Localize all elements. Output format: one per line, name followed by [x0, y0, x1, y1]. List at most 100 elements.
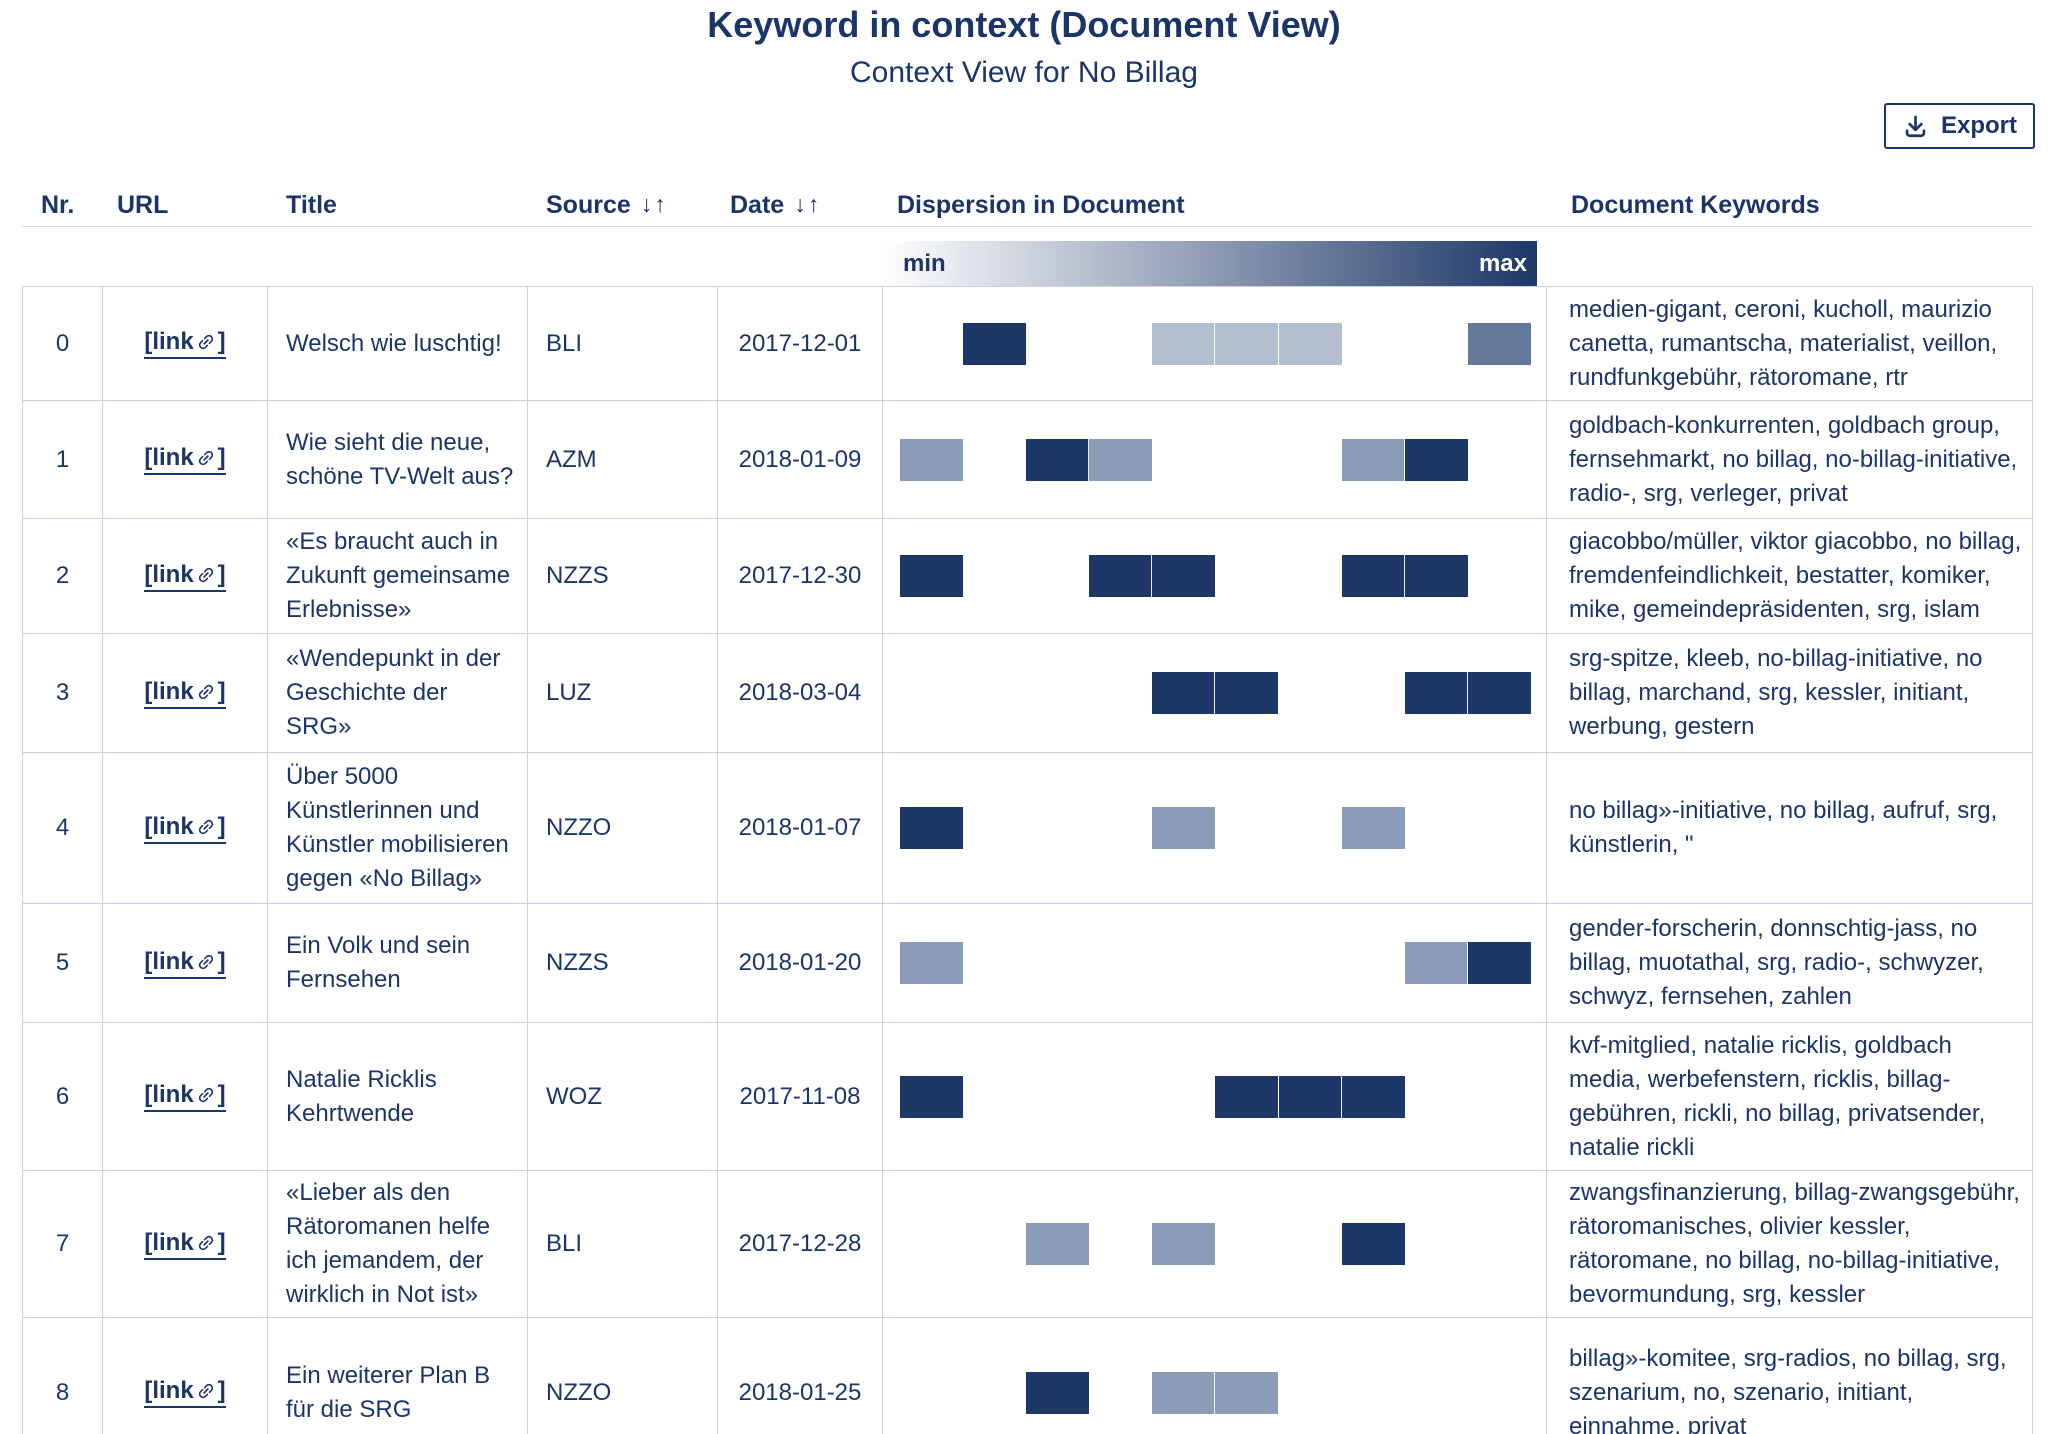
document-keywords: kvf-mitglied, natalie ricklis, goldbach … [1547, 1023, 2033, 1170]
dispersion-block [1278, 322, 1342, 365]
document-source: BLI [528, 287, 718, 400]
link-label-open: [link [144, 1228, 194, 1256]
document-source: BLI [528, 1171, 718, 1317]
document-title: Natalie Ricklis Kehrtwende [268, 1023, 528, 1170]
dispersion-cell [883, 287, 1547, 400]
link-icon [198, 684, 213, 699]
dispersion-block [1467, 672, 1531, 714]
document-link[interactable]: [link ] [144, 677, 226, 709]
dispersion-block [1152, 672, 1216, 714]
document-date: 2018-03-04 [718, 634, 883, 752]
export-button[interactable]: Export [1883, 103, 2035, 149]
link-label-open: [link [144, 444, 194, 471]
document-date: 2017-12-30 [718, 519, 883, 633]
column-header-date[interactable]: Date ↓↑ [718, 184, 883, 226]
row-number: 6 [22, 1023, 103, 1170]
row-number: 1 [22, 401, 103, 518]
column-header-keywords: Document Keywords [1571, 190, 1820, 219]
column-header-source[interactable]: Source ↓↑ [528, 184, 718, 226]
row-number: 7 [22, 1171, 103, 1317]
row-number: 5 [22, 904, 103, 1022]
dispersion-block [899, 1075, 963, 1118]
table-header-row: Nr. URL Title Source ↓↑ Date ↓↑ Dispersi… [22, 184, 2033, 226]
document-source: WOZ [528, 1023, 718, 1170]
document-title: «Es braucht auch in Zukunft gemeinsame E… [268, 519, 528, 633]
document-link[interactable]: [link ] [144, 444, 226, 475]
document-date: 2018-01-09 [718, 401, 883, 518]
document-source: AZM [528, 401, 718, 518]
document-link[interactable]: [link ] [144, 1228, 226, 1260]
link-label-open: [link [144, 1081, 194, 1108]
link-label-close: ] [217, 444, 226, 471]
dispersion-block [1467, 322, 1531, 365]
sort-icon[interactable]: ↓↑ [640, 190, 668, 217]
document-source: NZZO [528, 1318, 718, 1434]
document-date: 2018-01-25 [718, 1318, 883, 1434]
dispersion-block [1026, 438, 1090, 481]
document-title: Welsch wie luschtig! [268, 287, 528, 400]
link-label-open: [link [144, 1377, 194, 1404]
document-title: «Wendepunkt in der Geschichte der SRG» [268, 634, 528, 752]
dispersion-block [1152, 807, 1216, 849]
source-header-label: Source [546, 190, 631, 219]
dispersion-block [1341, 807, 1405, 849]
document-link[interactable]: [link ] [144, 812, 226, 844]
dispersion-block [1026, 1371, 1090, 1414]
column-header-title: Title [286, 190, 337, 219]
link-label-close: ] [217, 677, 226, 705]
document-title: Ein weiterer Plan B für die SRG [268, 1318, 528, 1434]
link-label-close: ] [217, 560, 226, 588]
link-icon [198, 819, 213, 834]
document-source: NZZS [528, 519, 718, 633]
link-label-close: ] [217, 1377, 226, 1404]
table-row: 8 [link ] Ein weiterer Plan B für die SR… [22, 1318, 2033, 1434]
legend-max-label: max [1478, 249, 1527, 277]
dispersion-block [1089, 438, 1153, 481]
document-keywords: gender-forscherin, donnschtig-jass, no b… [1547, 904, 2033, 1022]
dispersion-cell [883, 904, 1547, 1022]
document-date: 2018-01-07 [718, 753, 883, 903]
url-cell: [link ] [103, 753, 268, 903]
dispersion-block [1341, 1075, 1405, 1118]
link-label-open: [link [144, 812, 194, 840]
url-cell: [link ] [103, 1171, 268, 1317]
dispersion-block [1089, 555, 1153, 597]
export-label: Export [1940, 112, 2017, 139]
dispersion-block [1215, 672, 1279, 714]
dispersion-block [1152, 1223, 1216, 1265]
dispersion-block [1026, 1223, 1090, 1265]
link-label-open: [link [144, 328, 194, 355]
page-subtitle: Context View for No Billag [850, 56, 1198, 89]
date-header-label: Date [730, 190, 785, 219]
document-date: 2017-12-28 [718, 1171, 883, 1317]
url-cell: [link ] [103, 287, 268, 400]
document-link[interactable]: [link ] [144, 948, 226, 979]
document-source: NZZS [528, 904, 718, 1022]
link-label-open: [link [144, 677, 194, 705]
document-link[interactable]: [link ] [144, 1081, 226, 1112]
table-row: 4 [link ] Über 5000 Künstlerinnen und Kü… [22, 753, 2033, 904]
dispersion-cell [883, 519, 1547, 633]
dispersion-cell [883, 753, 1547, 903]
link-icon [198, 954, 213, 969]
document-keywords: billag»-komitee, srg-radios, no billag, … [1547, 1318, 2033, 1434]
column-header-url: URL [117, 190, 169, 219]
table-body: 0 [link ] Welsch wie luschtig! BLI 2017-… [22, 286, 2033, 1434]
dispersion-block [1152, 322, 1216, 365]
table-row: 0 [link ] Welsch wie luschtig! BLI 2017-… [22, 287, 2033, 401]
document-link[interactable]: [link ] [144, 1377, 226, 1408]
legend-row: min max [22, 226, 2033, 286]
document-link[interactable]: [link ] [144, 560, 226, 592]
dispersion-block [1341, 555, 1405, 597]
dispersion-block [1404, 555, 1468, 597]
url-cell: [link ] [103, 634, 268, 752]
link-label-close: ] [217, 1228, 226, 1256]
dispersion-block [899, 807, 963, 849]
document-source: LUZ [528, 634, 718, 752]
link-icon [198, 334, 213, 350]
table-row: 3 [link ] «Wendepunkt in der Geschichte … [22, 634, 2033, 753]
document-link[interactable]: [link ] [144, 328, 226, 359]
sort-icon[interactable]: ↓↑ [794, 190, 822, 217]
table-row: 1 [link ] Wie sieht die neue, schöne TV-… [22, 401, 2033, 519]
url-cell: [link ] [103, 904, 268, 1022]
